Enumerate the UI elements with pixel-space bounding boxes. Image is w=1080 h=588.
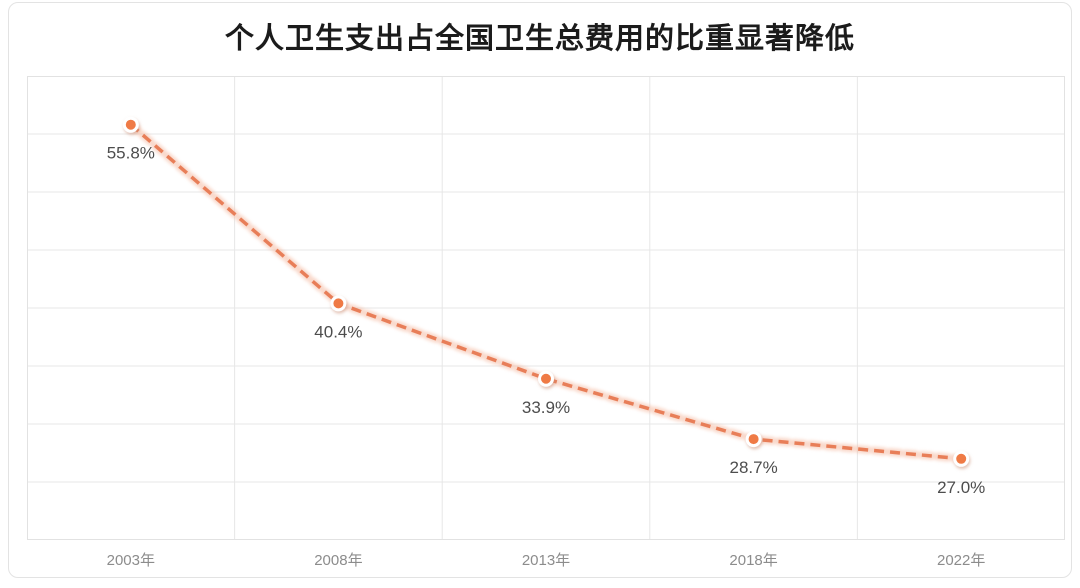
series-line: [129, 123, 962, 461]
data-point-marker: [122, 116, 139, 133]
data-point-label: 27.0%: [937, 478, 985, 497]
data-point-marker: [953, 450, 970, 467]
plot-border: [27, 76, 1065, 540]
chart-title: 个人卫生支出占全国卫生总费用的比重显著降低: [224, 23, 855, 55]
plot-area: 55.8% 40.4% 33.9% 28.7% 27.0%: [27, 76, 1065, 540]
data-point-marker: [330, 295, 347, 312]
x-axis-tick-label: 2003年: [106, 552, 155, 569]
chart-frame: 个人卫生支出占全国卫生总费用的比重显著降低 55.8% 40.4% 33.9% 28.…: [8, 2, 1072, 578]
x-axis-tick-label: 2008年: [314, 552, 363, 569]
data-point-marker: [745, 431, 762, 448]
x-axis: 2003年 2008年 2013年 2018年 2022年: [27, 549, 1065, 573]
x-axis-tick-label: 2018年: [729, 552, 778, 569]
data-point-marker: [538, 370, 554, 387]
x-axis-tick-label: 2013年: [521, 552, 571, 569]
x-axis-tick-label: 2022年: [937, 552, 986, 569]
data-point-label: 40.4%: [314, 322, 362, 341]
data-point-label: 55.8%: [107, 144, 155, 163]
data-point-label: 33.9%: [522, 398, 570, 417]
data-point-label: 28.7%: [729, 458, 777, 477]
